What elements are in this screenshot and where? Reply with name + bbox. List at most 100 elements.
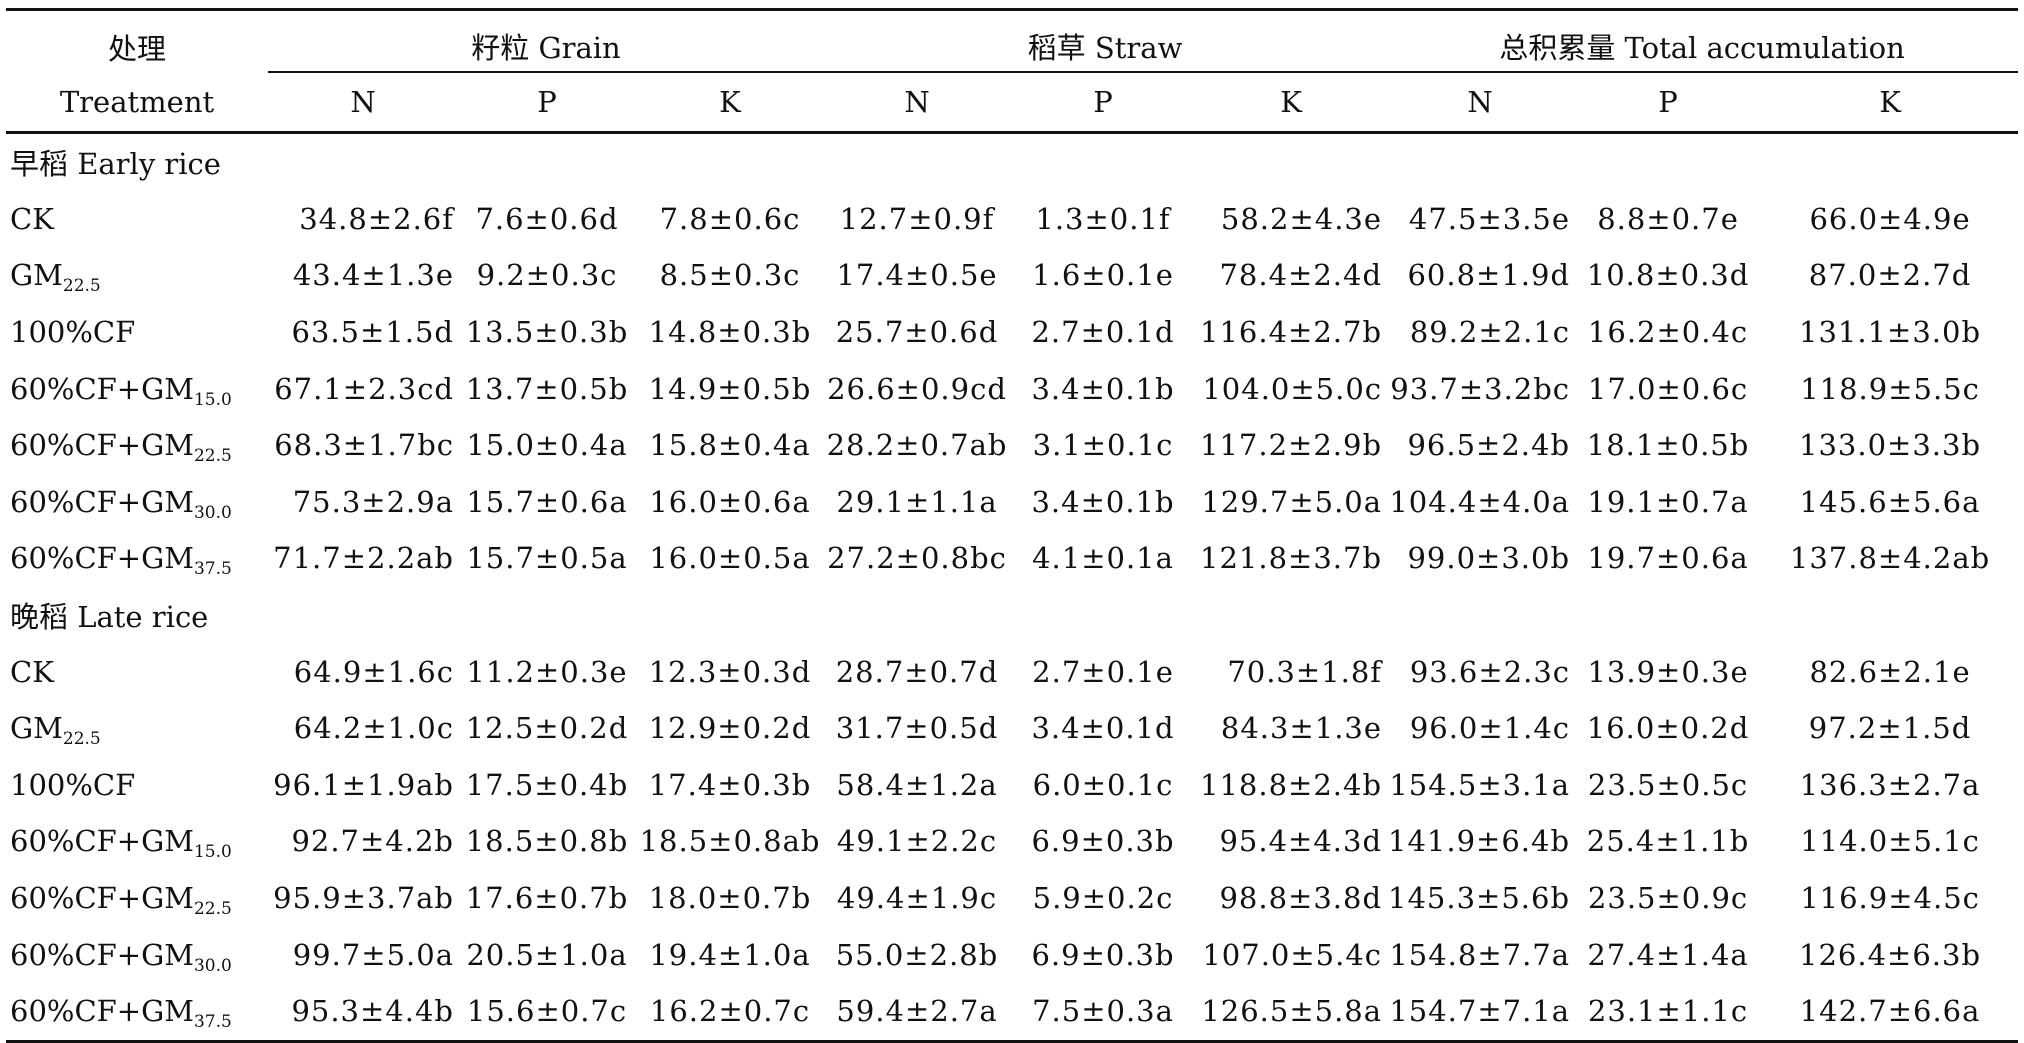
treatment-cell: GM22.5 bbox=[6, 700, 268, 757]
subcol-grain-p: P bbox=[458, 72, 636, 134]
value-cell: 2.7±0.1e bbox=[1032, 654, 1174, 689]
value-cell: 8.8±0.7e bbox=[1597, 201, 1739, 236]
value-cell: 47.5±3.5e bbox=[1408, 201, 1571, 236]
value-cell: 99.0±3.0b bbox=[1407, 541, 1571, 576]
value-cell: 58.2±4.3e bbox=[1220, 201, 1383, 236]
treatment-name: 60%CF+GM bbox=[10, 484, 194, 519]
value-cell: 27.2±0.8bc bbox=[827, 541, 1007, 576]
value-cell: 121.8±3.7b bbox=[1200, 541, 1383, 576]
value-cell: 12.3±0.3d bbox=[648, 654, 812, 689]
value-cell: 10.8±0.3d bbox=[1586, 258, 1750, 293]
value-cell: 49.4±1.9c bbox=[836, 881, 998, 916]
value-cell: 136.3±2.7a bbox=[1799, 767, 1981, 802]
value-cell: 131.1±3.0b bbox=[1799, 315, 1982, 350]
value-cell: 17.5±0.4b bbox=[465, 767, 629, 802]
value-cell: 96.5±2.4b bbox=[1407, 428, 1571, 463]
value-cell: 3.4±0.1b bbox=[1031, 484, 1175, 519]
value-cell: 84.3±1.3e bbox=[1220, 711, 1383, 746]
value-cell: 154.8±7.7a bbox=[1389, 937, 1571, 972]
value-cell: 104.0±5.0c bbox=[1202, 371, 1383, 406]
treatment-name: CK bbox=[10, 654, 54, 689]
value-cell: 16.0±0.5a bbox=[649, 541, 811, 576]
value-cell: 27.4±1.4a bbox=[1587, 937, 1749, 972]
value-cell: 3.4±0.1d bbox=[1031, 711, 1175, 746]
value-cell: 16.2±0.7c bbox=[636, 982, 825, 1043]
subcol-grain-n: N bbox=[268, 72, 458, 134]
value-cell: 18.0±0.7b bbox=[648, 881, 812, 916]
value-cell: 13.9±0.3e bbox=[1587, 654, 1749, 689]
value-cell: 154.5±3.1a bbox=[1389, 767, 1571, 802]
value-cell: 29.1±1.1a bbox=[836, 484, 998, 519]
value-cell: 71.7±2.2ab bbox=[273, 541, 454, 576]
value-cell: 92.7±4.2b bbox=[291, 824, 454, 859]
value-cell: 18.1±0.5b bbox=[1586, 428, 1750, 463]
value-cell: 28.2±0.7ab bbox=[826, 428, 1008, 463]
value-cell: 70.3±1.8f bbox=[1227, 654, 1383, 689]
value-cell: 23.5±0.5c bbox=[1587, 767, 1749, 802]
treatment-name: CK bbox=[10, 201, 54, 236]
subcol-total-n: N bbox=[1386, 72, 1575, 134]
value-cell: 133.0±3.3b bbox=[1799, 428, 1982, 463]
table-row: 60%CF+GM15.0 67.1±2.3cd 13.7±0.5b 14.9±0.5b… bbox=[6, 360, 2018, 417]
value-cell: 66.0±4.9e bbox=[1809, 201, 1971, 236]
treatment-rate-subscript: 22.5 bbox=[62, 729, 101, 750]
section-title: 早稻 Early rice bbox=[10, 147, 221, 182]
treatment-name: GM bbox=[10, 711, 63, 746]
value-cell: 25.7±0.6d bbox=[835, 315, 999, 350]
table-row: GM22.5 43.4±1.3e 9.2±0.3c 8.5±0.3c 17.4±0.5e… bbox=[6, 247, 2018, 304]
section-row: 晚稻 Late rice bbox=[6, 587, 2018, 644]
treatment-name: 60%CF+GM bbox=[10, 824, 194, 859]
value-cell: 93.7±3.2bc bbox=[1390, 371, 1571, 406]
value-cell: 64.9±1.6c bbox=[293, 654, 454, 689]
value-cell: 34.8±2.6f bbox=[299, 201, 454, 236]
value-cell: 15.7±0.6a bbox=[466, 484, 628, 519]
value-cell: 18.5±0.8ab bbox=[639, 824, 821, 859]
treatment-header-en: Treatment bbox=[6, 72, 268, 134]
value-cell: 141.9±6.4b bbox=[1388, 824, 1571, 859]
value-cell: 13.7±0.5b bbox=[465, 371, 629, 406]
value-cell: 6.9±0.3b bbox=[1031, 937, 1175, 972]
table-row: 60%CF+GM37.5 95.3±4.4b 15.6±0.7c 16.2±0.7c 5… bbox=[6, 982, 2019, 1043]
value-cell: 126.4±6.3b bbox=[1799, 937, 1982, 972]
value-cell: 49.1±2.2c bbox=[836, 824, 998, 859]
treatment-name: 60%CF+GM bbox=[10, 881, 194, 916]
value-cell: 126.5±5.8a bbox=[1196, 982, 1387, 1043]
subcol-straw-p: P bbox=[1010, 72, 1197, 134]
value-cell: 55.0±2.8b bbox=[835, 937, 999, 972]
value-cell: 114.0±5.1c bbox=[1800, 824, 1980, 859]
section-title: 晚稻 Late rice bbox=[10, 600, 209, 635]
value-cell: 98.8±3.8d bbox=[1219, 881, 1383, 916]
value-cell: 7.6±0.6d bbox=[475, 201, 619, 236]
value-cell: 6.0±0.1c bbox=[1032, 767, 1174, 802]
table-row: CK 64.9±1.6c 11.2±0.3e 12.3±0.3d 28.7±0.7d 2.… bbox=[6, 643, 2018, 700]
value-cell: 5.9±0.2c bbox=[1032, 881, 1174, 916]
value-cell: 104.4±4.0a bbox=[1389, 484, 1571, 519]
subcol-total-p: P bbox=[1574, 72, 1763, 134]
treatment-cell: 60%CF+GM22.5 bbox=[6, 870, 268, 927]
treatment-rate-subscript: 30.0 bbox=[193, 502, 232, 523]
group-header-grain: 籽粒 Grain bbox=[268, 9, 825, 73]
value-cell: 82.6±2.1e bbox=[1809, 654, 1971, 689]
value-cell: 7.5±0.3a bbox=[1010, 982, 1197, 1043]
value-cell: 19.4±1.0a bbox=[649, 937, 811, 972]
value-cell: 59.4±2.7a bbox=[824, 982, 1011, 1043]
treatment-rate-subscript: 15.0 bbox=[193, 389, 232, 410]
value-cell: 16.0±0.6a bbox=[649, 484, 811, 519]
treatment-cell: 60%CF+GM15.0 bbox=[6, 813, 268, 870]
value-cell: 3.4±0.1b bbox=[1031, 371, 1175, 406]
value-cell: 58.4±1.2a bbox=[836, 767, 998, 802]
subcol-grain-k: K bbox=[636, 72, 825, 134]
table-row: 60%CF+GM22.5 68.3±1.7bc 15.0±0.4a 15.8±0.4a… bbox=[6, 417, 2018, 474]
treatment-cell: 60%CF+GM30.0 bbox=[6, 926, 268, 983]
table-row: CK 34.8±2.6f 7.6±0.6d 7.8±0.6c 12.7±0.9f 1.3±… bbox=[6, 191, 2018, 248]
value-cell: 12.9±0.2d bbox=[648, 711, 812, 746]
value-cell: 19.7±0.6a bbox=[1587, 541, 1749, 576]
value-cell: 118.9±5.5c bbox=[1800, 371, 1980, 406]
treatment-rate-subscript: 37.5 bbox=[193, 1012, 232, 1033]
treatment-name: 60%CF+GM bbox=[10, 541, 194, 576]
value-cell: 14.9±0.5b bbox=[648, 371, 812, 406]
value-cell: 117.2±2.9b bbox=[1200, 428, 1383, 463]
value-cell: 93.6±2.3c bbox=[1409, 654, 1571, 689]
value-cell: 118.8±2.4b bbox=[1200, 767, 1383, 802]
